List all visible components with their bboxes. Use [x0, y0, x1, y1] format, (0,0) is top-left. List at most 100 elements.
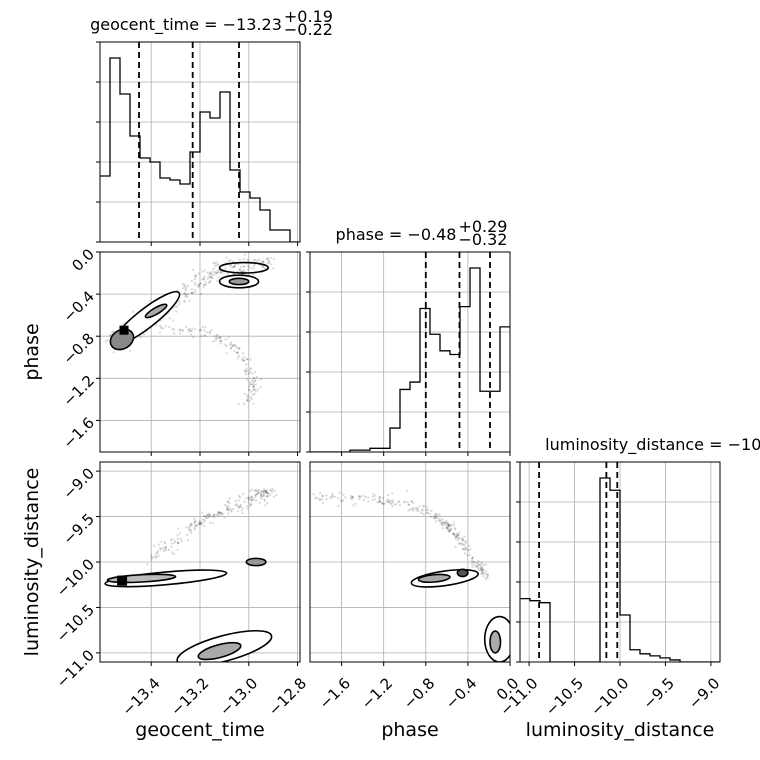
- sample-point: [252, 267, 255, 270]
- sample-point: [381, 502, 384, 505]
- sample-point: [253, 388, 257, 391]
- sample-point: [318, 492, 322, 495]
- sample-point: [447, 525, 450, 528]
- sample-point: [486, 575, 489, 578]
- title-main: phase = −0.48: [336, 225, 457, 244]
- sample-point: [244, 371, 247, 374]
- sample-point: [378, 496, 382, 499]
- sample-point: [484, 572, 488, 576]
- sample-point: [225, 345, 228, 348]
- x-tick-label: −0.8: [400, 674, 438, 712]
- sample-point: [156, 549, 160, 553]
- sample-point: [471, 557, 474, 560]
- sample-point: [387, 500, 390, 503]
- sample-point: [193, 275, 197, 278]
- sample-point: [190, 291, 193, 294]
- sample-point: [448, 529, 451, 532]
- sample-point: [266, 257, 269, 261]
- sample-point: [218, 271, 221, 274]
- sample-point: [223, 516, 226, 519]
- sample-point: [374, 494, 377, 497]
- sample-point: [168, 317, 171, 320]
- sample-point: [480, 562, 483, 565]
- sample-point: [248, 381, 251, 384]
- sample-point: [171, 537, 174, 541]
- sample-point: [454, 535, 457, 539]
- sample-point: [250, 397, 253, 401]
- sample-point: [446, 522, 449, 526]
- sample-point: [350, 495, 353, 498]
- sample-point: [458, 537, 461, 540]
- sample-point: [367, 496, 370, 499]
- sample-point: [252, 385, 255, 388]
- sample-point: [486, 573, 489, 576]
- sample-point: [246, 369, 249, 372]
- sample-point: [199, 292, 203, 296]
- sample-point: [232, 343, 236, 347]
- sample-point: [238, 505, 241, 508]
- sample-point: [181, 282, 184, 285]
- sample-point: [218, 514, 221, 517]
- sample-point: [242, 269, 245, 272]
- sample-point: [253, 392, 256, 395]
- sample-point: [359, 495, 362, 498]
- sample-point: [238, 268, 241, 271]
- sample-point: [264, 504, 267, 507]
- sample-point: [254, 370, 257, 373]
- sample-point: [245, 373, 248, 376]
- sample-point: [243, 356, 246, 359]
- sample-point: [420, 511, 423, 515]
- sample-point: [264, 489, 267, 492]
- sample-point: [381, 496, 385, 500]
- sample-point: [213, 516, 216, 519]
- sample-point: [219, 339, 222, 342]
- sample-point: [218, 337, 222, 340]
- sample-point: [483, 571, 486, 575]
- sample-point: [172, 328, 176, 331]
- sample-point: [201, 522, 204, 526]
- sample-point: [352, 504, 355, 507]
- sample-point: [183, 283, 186, 286]
- sample-point: [312, 492, 315, 496]
- sample-point: [452, 521, 455, 524]
- sample-point: [227, 509, 230, 512]
- sample-point: [187, 328, 190, 331]
- sample-point: [233, 265, 236, 269]
- histogram-phase: [310, 267, 510, 452]
- sample-point: [108, 334, 111, 337]
- sample-point: [256, 489, 260, 492]
- sample-point: [256, 388, 259, 391]
- panel-title-luminosity_distance: luminosity_distance = −10.15+0.12−0.74: [545, 435, 760, 455]
- title-prefix: luminosity_distance =: [545, 435, 727, 455]
- sample-point: [351, 495, 354, 498]
- sample-point: [342, 499, 345, 502]
- sample-point: [210, 329, 213, 332]
- sample-point: [209, 272, 212, 275]
- sample-point: [216, 264, 219, 267]
- sample-point: [215, 513, 218, 516]
- sample-point: [467, 544, 471, 547]
- sample-point: [443, 522, 446, 525]
- sample-point: [336, 496, 340, 500]
- contour-outer: [218, 261, 270, 274]
- sample-point: [172, 319, 175, 322]
- sample-point: [159, 540, 163, 543]
- sample-point: [180, 540, 184, 543]
- sample-point: [203, 518, 206, 522]
- sample-point: [226, 500, 230, 503]
- sample-point: [237, 354, 241, 358]
- sample-point: [235, 351, 238, 354]
- sample-point: [177, 541, 180, 544]
- sample-point: [249, 371, 252, 374]
- sample-point: [176, 541, 179, 545]
- sample-point: [208, 513, 211, 517]
- sample-point: [263, 489, 266, 493]
- sample-point: [189, 523, 192, 526]
- sample-point: [407, 509, 410, 512]
- histogram-geocent_time: [100, 57, 300, 242]
- sample-point: [213, 513, 216, 516]
- sample-point: [458, 531, 461, 534]
- sample-point: [333, 495, 336, 498]
- sample-point: [410, 499, 414, 503]
- sample-point: [226, 506, 229, 510]
